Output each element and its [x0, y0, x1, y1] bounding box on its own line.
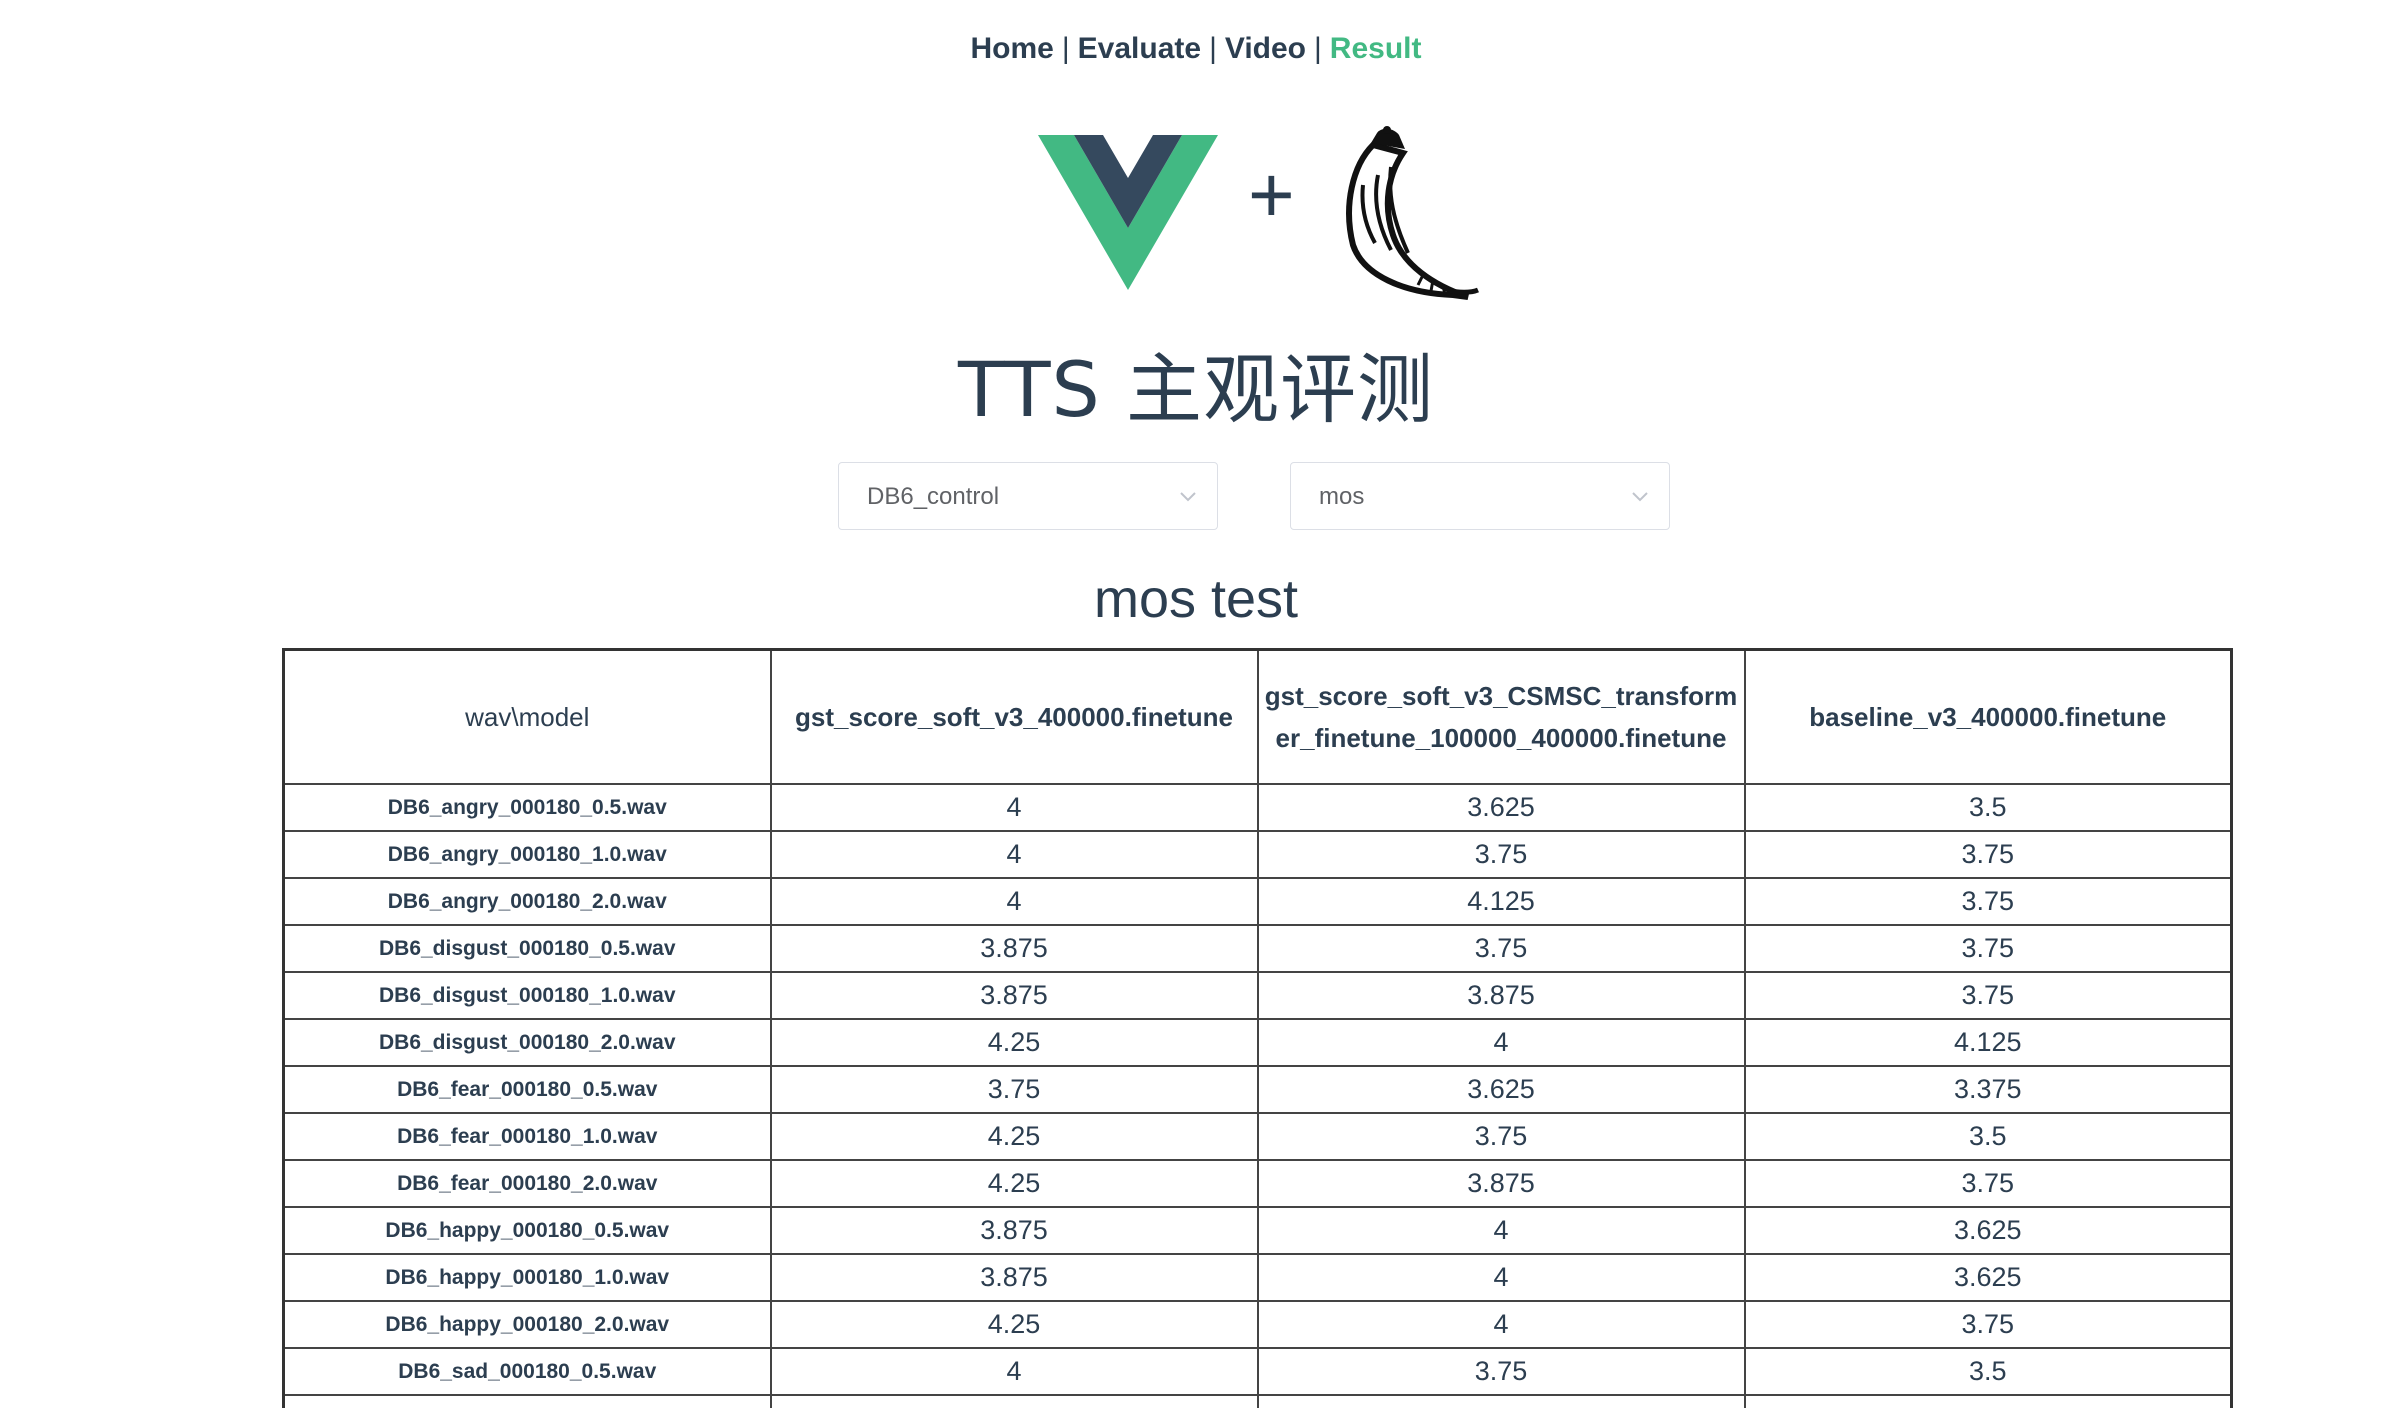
- column-header: gst_score_soft_v3_400000.finetune: [769, 648, 1259, 785]
- score-cell: 3.875: [769, 924, 1259, 973]
- score-cell: 4: [1256, 1206, 1746, 1255]
- chevron-down-icon: [1632, 492, 1648, 502]
- column-header: gst_score_soft_v3_CSMSC_transformer_fine…: [1256, 648, 1746, 785]
- row-wav-name: [282, 1394, 772, 1408]
- nav-evaluate-link[interactable]: Evaluate: [1077, 32, 1202, 65]
- table-row: DB6_sad_000180_0.5.wav 4 3.75 3.5: [282, 1347, 2233, 1396]
- row-wav-name: DB6_angry_000180_2.0.wav: [282, 877, 772, 926]
- results-table: wav\model gst_score_soft_v3_400000.finet…: [282, 648, 2233, 1408]
- table-header-row: wav\model gst_score_soft_v3_400000.finet…: [282, 648, 2233, 785]
- score-cell: 3.625: [1256, 1065, 1746, 1114]
- row-wav-name: DB6_disgust_000180_1.0.wav: [282, 971, 772, 1020]
- table-row: DB6_angry_000180_0.5.wav 4 3.625 3.5: [282, 783, 2233, 832]
- table-row: DB6_fear_000180_2.0.wav 4.25 3.875 3.75: [282, 1159, 2233, 1208]
- score-cell: 4: [769, 783, 1259, 832]
- vue-logo-icon: [1038, 135, 1218, 290]
- nav-separator: |: [1061, 32, 1070, 65]
- row-wav-name: DB6_fear_000180_0.5.wav: [282, 1065, 772, 1114]
- results-table-wrapper: wav\model gst_score_soft_v3_400000.finet…: [282, 648, 2233, 1408]
- score-cell: 4.125: [1743, 1018, 2233, 1067]
- nav-home-link[interactable]: Home: [970, 32, 1054, 65]
- score-cell: 3.625: [1743, 1206, 2233, 1255]
- logo-group: +: [1038, 125, 1479, 305]
- table-row: DB6_disgust_000180_1.0.wav 3.875 3.875 3.75: [282, 971, 2233, 1020]
- score-cell: 4.25: [769, 1300, 1259, 1349]
- nav-result-link[interactable]: Result: [1329, 32, 1422, 65]
- score-cell: 3.5: [1743, 1347, 2233, 1396]
- row-wav-name: DB6_angry_000180_0.5.wav: [282, 783, 772, 832]
- score-cell: 3.875: [769, 1253, 1259, 1302]
- dataset-select[interactable]: DB6_control: [838, 462, 1218, 530]
- row-wav-name: DB6_happy_000180_2.0.wav: [282, 1300, 772, 1349]
- score-cell: 3.875: [769, 971, 1259, 1020]
- score-cell: 3.625: [1256, 783, 1746, 832]
- row-wav-name: DB6_disgust_000180_2.0.wav: [282, 1018, 772, 1067]
- score-cell: 4: [769, 1347, 1259, 1396]
- nav-separator: |: [1314, 32, 1322, 65]
- table-row: DB6_happy_000180_1.0.wav 3.875 4 3.625: [282, 1253, 2233, 1302]
- score-cell: [1256, 1394, 1746, 1408]
- score-cell: 3.75: [1256, 924, 1746, 973]
- nav-video-link[interactable]: Video: [1224, 32, 1306, 65]
- score-cell: 3.75: [1743, 1300, 2233, 1349]
- score-cell: 4.25: [769, 1018, 1259, 1067]
- score-cell: 4: [769, 830, 1259, 879]
- score-cell: 3.75: [1256, 830, 1746, 879]
- table-body: DB6_angry_000180_0.5.wav 4 3.625 3.5 DB6_ang…: [282, 783, 2233, 1408]
- score-cell: 3.75: [1256, 1347, 1746, 1396]
- score-cell: 3.875: [1256, 1159, 1746, 1208]
- top-nav: Home | Evaluate | Video | Result: [0, 32, 2392, 66]
- score-cell: 3.875: [1256, 971, 1746, 1020]
- row-wav-name: DB6_angry_000180_1.0.wav: [282, 830, 772, 879]
- table-row: DB6_disgust_000180_0.5.wav 3.875 3.75 3.75: [282, 924, 2233, 973]
- row-wav-name: DB6_happy_000180_1.0.wav: [282, 1253, 772, 1302]
- table-row: DB6_fear_000180_1.0.wav 4.25 3.75 3.5: [282, 1112, 2233, 1161]
- row-wav-name: DB6_sad_000180_0.5.wav: [282, 1347, 772, 1396]
- table-row: DB6_happy_000180_2.0.wav 4.25 4 3.75: [282, 1300, 2233, 1349]
- table-row: DB6_disgust_000180_2.0.wav 4.25 4 4.125: [282, 1018, 2233, 1067]
- score-cell: 3.75: [769, 1065, 1259, 1114]
- app-title: TTS 主观评测: [958, 345, 1434, 434]
- flask-logo-icon: [1346, 126, 1479, 300]
- score-cell: 4: [1256, 1253, 1746, 1302]
- score-cell: 3.375: [1743, 1065, 2233, 1114]
- row-wav-name: DB6_fear_000180_2.0.wav: [282, 1159, 772, 1208]
- nav-separator: |: [1209, 32, 1217, 65]
- metric-select[interactable]: mos: [1290, 462, 1670, 530]
- row-wav-name: DB6_happy_000180_0.5.wav: [282, 1206, 772, 1255]
- score-cell: 4: [1256, 1018, 1746, 1067]
- score-cell: 4: [1256, 1300, 1746, 1349]
- score-cell: 3.625: [1743, 1253, 2233, 1302]
- score-cell: 4: [769, 877, 1259, 926]
- row-wav-name: DB6_disgust_000180_0.5.wav: [282, 924, 772, 973]
- table-row: DB6_angry_000180_2.0.wav 4 4.125 3.75: [282, 877, 2233, 926]
- score-cell: 3.75: [1743, 971, 2233, 1020]
- row-wav-name: DB6_fear_000180_1.0.wav: [282, 1112, 772, 1161]
- score-cell: 3.75: [1743, 1159, 2233, 1208]
- score-cell: 3.75: [1743, 830, 2233, 879]
- table-row: DB6_happy_000180_0.5.wav 3.875 4 3.625: [282, 1206, 2233, 1255]
- score-cell: [769, 1394, 1259, 1408]
- column-header: baseline_v3_400000.finetune: [1743, 648, 2233, 785]
- score-cell: 4.125: [1256, 877, 1746, 926]
- chevron-down-icon: [1180, 492, 1196, 502]
- score-cell: 3.75: [1743, 924, 2233, 973]
- score-cell: 3.875: [769, 1206, 1259, 1255]
- dataset-select-value: DB6_control: [867, 483, 1000, 510]
- score-cell: 3.75: [1256, 1112, 1746, 1161]
- score-cell: [1743, 1394, 2233, 1408]
- score-cell: 3.75: [1743, 877, 2233, 926]
- score-cell: 4.25: [769, 1112, 1259, 1161]
- table-row: [282, 1394, 2233, 1408]
- table-title: mos test: [1093, 569, 1299, 629]
- table-row: DB6_fear_000180_0.5.wav 3.75 3.625 3.375: [282, 1065, 2233, 1114]
- column-header: wav\model: [282, 648, 772, 785]
- score-cell: 4.25: [769, 1159, 1259, 1208]
- score-cell: 3.5: [1743, 1112, 2233, 1161]
- plus-sign: +: [1248, 150, 1295, 239]
- metric-select-value: mos: [1319, 483, 1365, 510]
- score-cell: 3.5: [1743, 783, 2233, 832]
- table-row: DB6_angry_000180_1.0.wav 4 3.75 3.75: [282, 830, 2233, 879]
